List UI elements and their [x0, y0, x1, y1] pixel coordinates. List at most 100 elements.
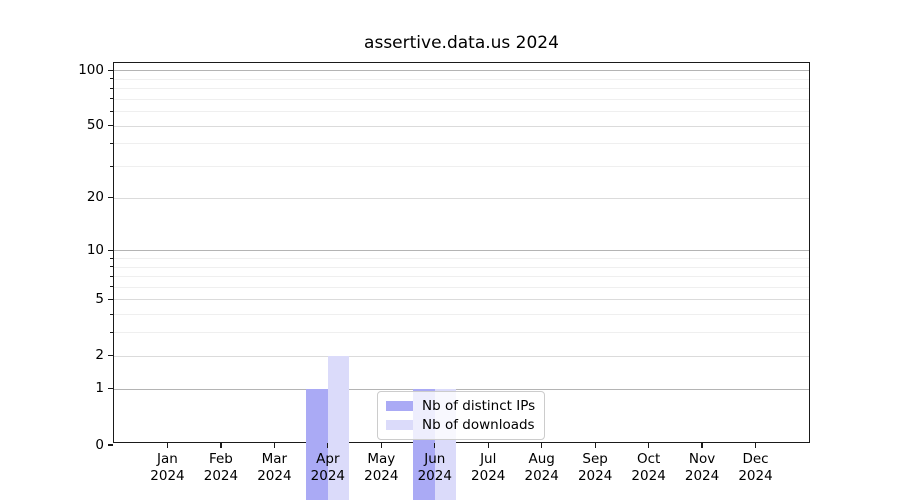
- gridline-1: [114, 388, 809, 390]
- y-minor-tick-30: [110, 165, 113, 167]
- x-tick-year-Jun: 2024: [417, 467, 452, 484]
- x-tick-month-Jun: Jun: [424, 451, 446, 467]
- x-tick-month-Dec: Dec: [742, 451, 769, 467]
- x-tick-label-May: May 2024: [349, 451, 413, 484]
- plot-area: Nb of distinct IPs Nb of downloads: [113, 62, 810, 500]
- y-tick-label-1: 1: [95, 380, 104, 397]
- x-tick-month-Apr: Apr: [316, 451, 340, 467]
- legend: Nb of distinct IPs Nb of downloads: [377, 391, 546, 440]
- bar-distinct-ips-Apr: [306, 388, 328, 500]
- minor-gridline-9: [114, 258, 809, 259]
- minor-gridline-60: [114, 111, 809, 113]
- x-tick-label-Mar: Mar 2024: [242, 451, 306, 484]
- x-tick-label-Jun: Jun 2024: [403, 451, 467, 484]
- x-tick-label-Dec: Dec 2024: [724, 451, 788, 484]
- minor-gridline-40: [114, 143, 809, 145]
- x-tick-label-Feb: Feb 2024: [189, 451, 253, 484]
- x-tick-Apr: [327, 443, 329, 448]
- y-tick-label-50: 50: [86, 117, 104, 134]
- legend-label-downloads: Nb of downloads: [422, 417, 535, 433]
- x-tick-year-Jul: 2024: [471, 467, 506, 484]
- y-tick-label-10: 10: [86, 241, 104, 258]
- gridline-20: [114, 197, 809, 199]
- y-minor-tick-3: [110, 331, 113, 333]
- x-tick-month-Mar: Mar: [261, 451, 288, 467]
- x-tick-label-Jan: Jan 2024: [135, 451, 199, 484]
- y-tick-2: [108, 355, 113, 357]
- y-minor-tick-80: [110, 87, 113, 89]
- y-minor-tick-40: [110, 142, 113, 144]
- legend-item-downloads: Nb of downloads: [386, 416, 535, 434]
- x-tick-Aug: [541, 443, 543, 448]
- x-tick-month-Feb: Feb: [208, 451, 233, 467]
- legend-swatch-downloads: [386, 420, 413, 430]
- x-tick-label-Nov: Nov 2024: [670, 451, 734, 484]
- x-tick-year-Dec: 2024: [738, 467, 773, 484]
- x-tick-year-Sep: 2024: [577, 467, 613, 484]
- x-tick-year-Apr: 2024: [310, 467, 346, 484]
- x-tick-Mar: [273, 443, 275, 448]
- x-tick-label-Aug: Aug 2024: [510, 451, 574, 484]
- x-tick-year-Aug: 2024: [524, 467, 559, 484]
- x-tick-year-Jan: 2024: [150, 467, 185, 484]
- legend-item-distinct-ips: Nb of distinct IPs: [386, 397, 535, 415]
- gridline-50: [114, 125, 809, 127]
- x-tick-year-Feb: 2024: [203, 467, 239, 484]
- y-tick-label-100: 100: [78, 61, 104, 78]
- y-minor-tick-6: [110, 286, 113, 288]
- minor-gridline-7: [114, 276, 809, 278]
- minor-gridline-6: [114, 286, 809, 288]
- x-tick-Jun: [434, 443, 436, 448]
- y-tick-100: [108, 69, 113, 71]
- chart-title: assertive.data.us 2024: [364, 33, 559, 53]
- x-tick-month-Nov: Nov: [688, 451, 716, 467]
- y-tick-50: [108, 125, 113, 127]
- y-tick-10: [108, 249, 113, 251]
- x-tick-Feb: [220, 443, 222, 448]
- x-tick-Oct: [648, 443, 650, 448]
- x-tick-month-Jan: Jan: [157, 451, 178, 467]
- minor-gridline-3: [114, 332, 809, 334]
- x-tick-month-Jul: Jul: [480, 451, 497, 467]
- gridline-5: [114, 299, 809, 301]
- x-tick-Sep: [594, 443, 596, 448]
- gridline-2: [114, 355, 809, 357]
- x-tick-Dec: [754, 443, 757, 448]
- x-tick-month-Oct: Oct: [636, 451, 661, 467]
- minor-gridline-4: [114, 314, 809, 316]
- x-tick-label-Sep: Sep 2024: [563, 451, 627, 484]
- x-tick-label-Oct: Oct 2024: [617, 451, 681, 484]
- x-tick-month-Aug: Aug: [528, 451, 555, 467]
- x-tick-May: [380, 443, 382, 448]
- gridline-100: [114, 70, 809, 72]
- minor-gridline-80: [114, 88, 809, 90]
- y-tick-20: [108, 197, 113, 199]
- x-tick-label-Jul: Jul 2024: [456, 451, 520, 484]
- x-tick-Jan: [166, 443, 169, 448]
- y-tick-label-20: 20: [86, 189, 104, 206]
- y-minor-tick-4: [110, 313, 113, 315]
- x-tick-year-Nov: 2024: [684, 467, 720, 484]
- x-tick-label-Apr: Apr 2024: [296, 451, 360, 484]
- x-tick-year-Mar: 2024: [257, 467, 292, 484]
- y-minor-tick-8: [110, 266, 113, 268]
- x-tick-year-May: 2024: [364, 467, 399, 484]
- y-tick-5: [108, 298, 113, 301]
- y-tick-label-2: 2: [95, 347, 104, 364]
- y-tick-1: [108, 388, 113, 390]
- y-tick-label-5: 5: [95, 290, 104, 307]
- x-tick-month-May: May: [367, 451, 396, 467]
- x-tick-year-Oct: 2024: [631, 467, 666, 484]
- legend-swatch-distinct-ips: [386, 401, 413, 411]
- y-minor-tick-9: [110, 257, 113, 259]
- legend-label-distinct-ips: Nb of distinct IPs: [422, 398, 536, 414]
- minor-gridline-90: [114, 78, 809, 80]
- y-tick-label-0: 0: [95, 436, 104, 453]
- x-tick-Nov: [701, 443, 703, 448]
- minor-gridline-70: [114, 98, 809, 100]
- y-minor-tick-60: [110, 110, 113, 112]
- y-minor-tick-90: [110, 78, 113, 80]
- gridline-10: [114, 250, 809, 252]
- y-tick-0: [108, 444, 113, 446]
